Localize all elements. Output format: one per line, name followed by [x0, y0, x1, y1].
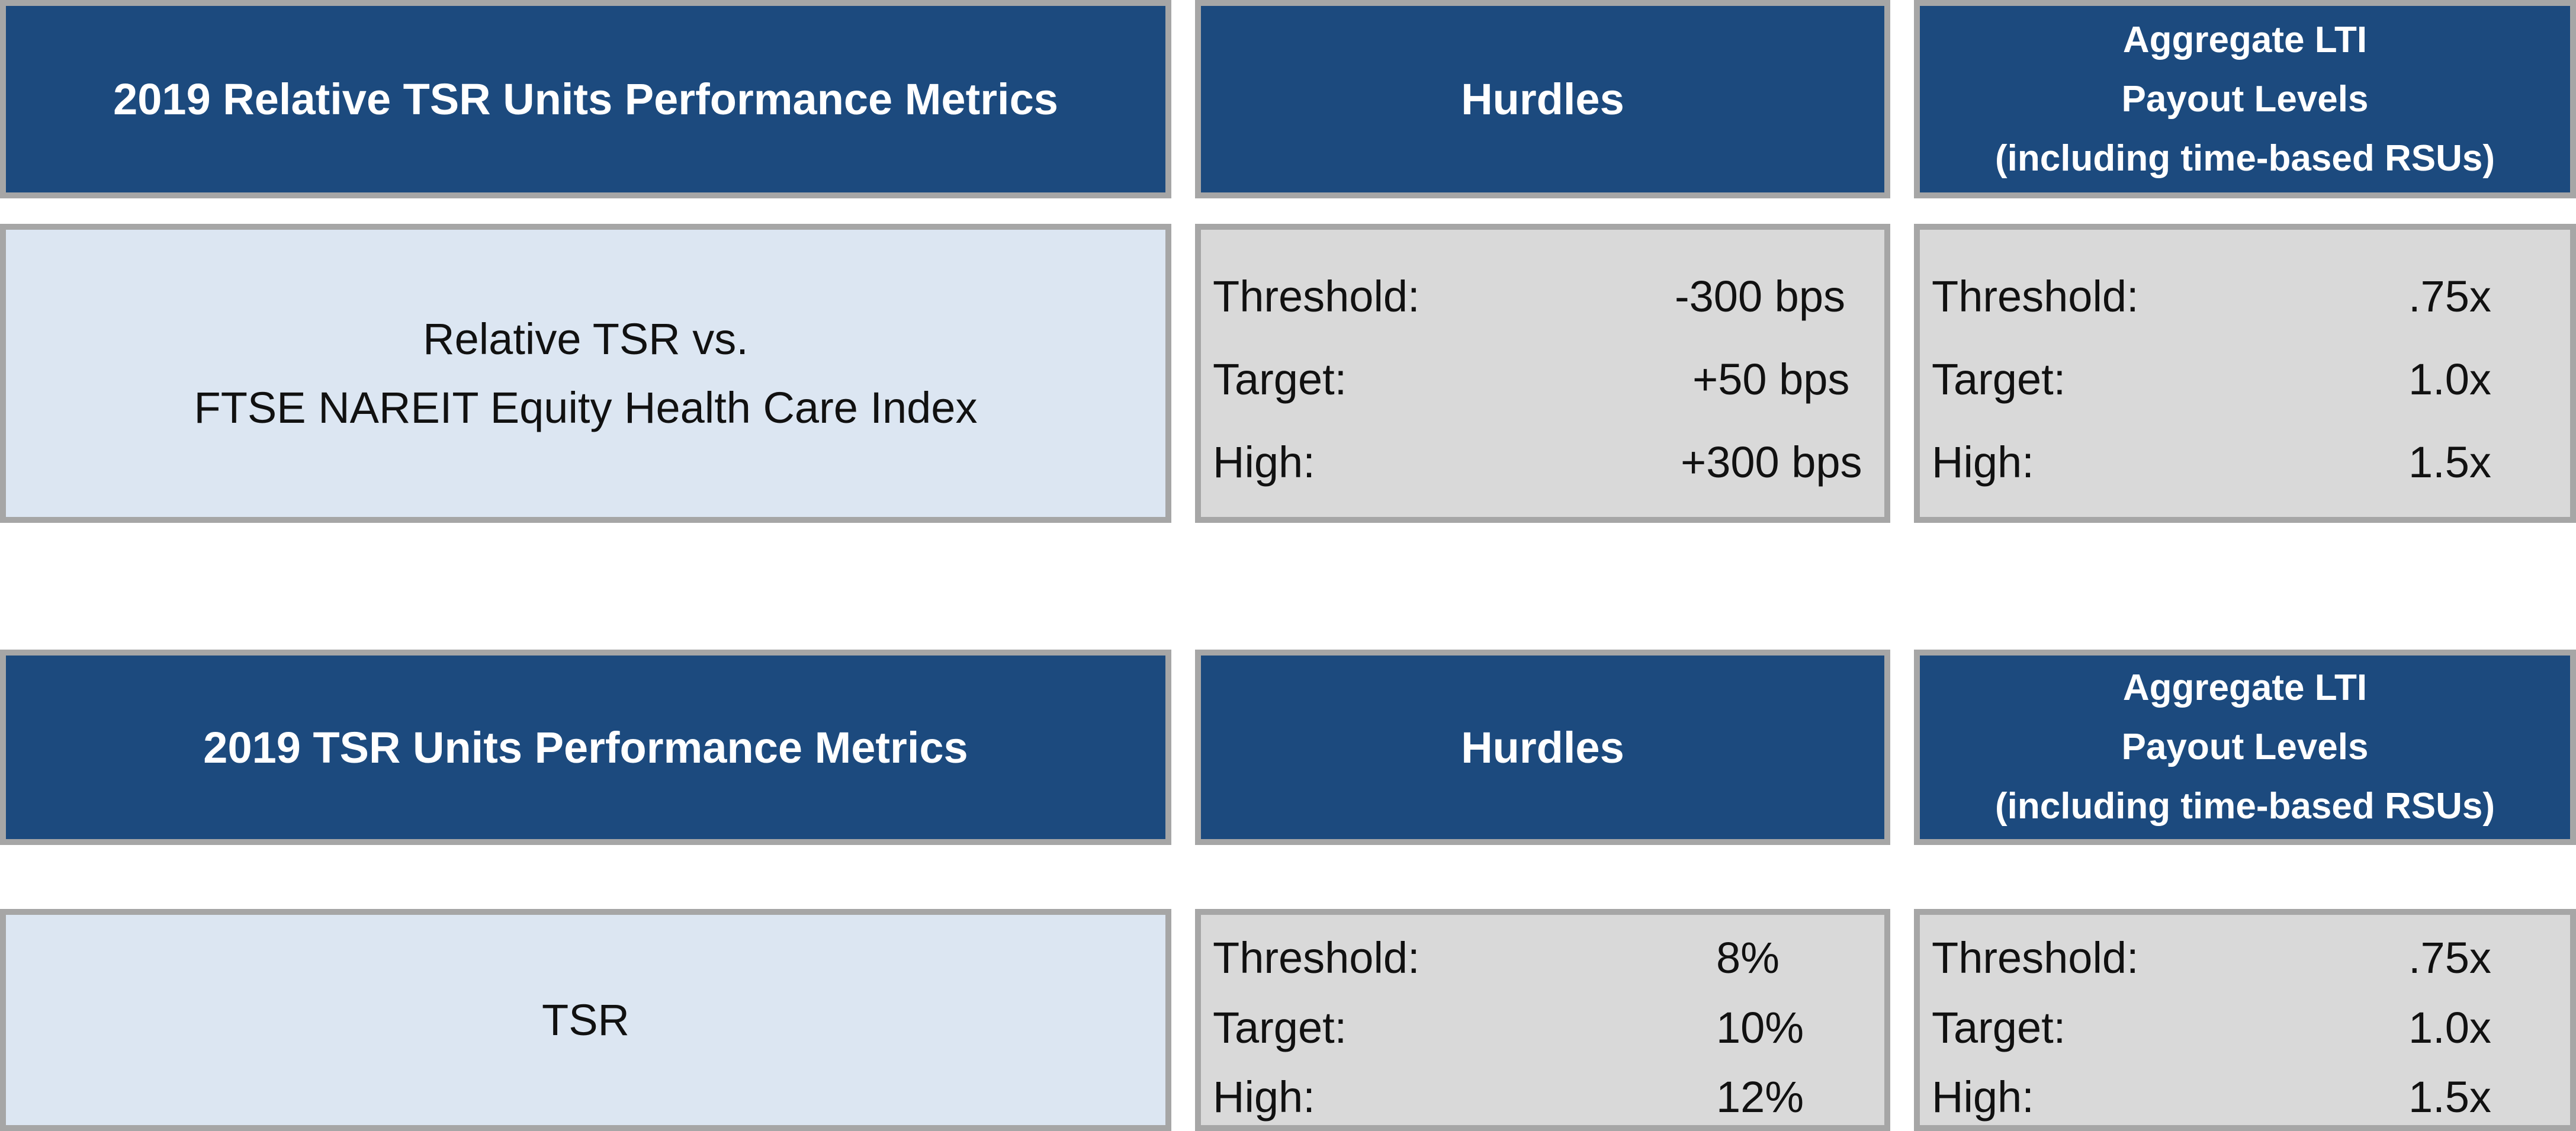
payout-value: 1.0x [2408, 1003, 2491, 1052]
payout-title: Aggregate LTI Payout Levels (including t… [1995, 658, 2495, 836]
tsr-metrics-title: 2019 TSR Units Performance Metrics [203, 722, 968, 772]
payout-title-line: (including time-based RSUs) [1995, 137, 2495, 179]
tsr-metric-cell: TSR [0, 909, 1171, 1131]
payout-title: Aggregate LTI Payout Levels (including t… [1995, 11, 2495, 188]
hurdles-title: Hurdles [1461, 722, 1624, 772]
payout-label: High: [1932, 438, 2034, 487]
hurdle-label: Target: [1213, 355, 1347, 404]
payout-label: Threshold: [1932, 933, 2139, 982]
payout-label: Threshold: [1932, 272, 2139, 321]
relative-tsr-payout-header: Aggregate LTI Payout Levels (including t… [1914, 0, 2576, 198]
relative-tsr-hurdles-header: Hurdles [1195, 0, 1890, 198]
metric-line: Relative TSR vs. [423, 314, 749, 364]
payout-value: 1.0x [2408, 355, 2491, 404]
relative-tsr-metric-cell: Relative TSR vs. FTSE NAREIT Equity Heal… [0, 224, 1171, 523]
payout-value: 1.5x [2408, 1072, 2491, 1122]
payout-value: 1.5x [2408, 438, 2491, 487]
payout-title-line: Aggregate LTI [2122, 667, 2368, 708]
payout-label: High: [1932, 1072, 2034, 1122]
hurdle-label: High: [1213, 438, 1315, 487]
hurdle-value: +300 bps [1681, 438, 1862, 487]
hurdles-title: Hurdles [1461, 75, 1624, 124]
payout-title-line: Payout Levels [2121, 727, 2369, 767]
hurdle-label: Threshold: [1213, 933, 1420, 982]
tsr-payout-header: Aggregate LTI Payout Levels (including t… [1914, 650, 2576, 845]
payout-title-line: (including time-based RSUs) [1995, 786, 2495, 827]
hurdle-label: Target: [1213, 1003, 1347, 1052]
metric-line: FTSE NAREIT Equity Health Care Index [194, 383, 978, 432]
tsr-hurdles-cell: Threshold: 8% Target: 10% High: 12% [1195, 909, 1890, 1131]
relative-tsr-metrics-header: 2019 Relative TSR Units Performance Metr… [0, 0, 1171, 198]
tsr-hurdles-header: Hurdles [1195, 650, 1890, 845]
payout-value: .75x [2408, 933, 2491, 982]
relative-tsr-payout-cell: Threshold: .75x Target: 1.0x High: 1.5x [1914, 224, 2576, 523]
hurdle-value: -300 bps [1675, 272, 1845, 321]
payout-label: Target: [1932, 1003, 2066, 1052]
tsr-metrics-header: 2019 TSR Units Performance Metrics [0, 650, 1171, 845]
tsr-payout-cell: Threshold: .75x Target: 1.0x High: 1.5x [1914, 909, 2576, 1131]
payout-value: .75x [2408, 272, 2491, 321]
hurdle-label: High: [1213, 1072, 1315, 1122]
relative-tsr-hurdles-cell: Threshold: -300 bps Target: +50 bps High… [1195, 224, 1890, 523]
relative-tsr-metrics-title: 2019 Relative TSR Units Performance Metr… [113, 75, 1058, 124]
hurdle-label: Threshold: [1213, 272, 1420, 321]
hurdle-value: 8% [1716, 933, 1780, 982]
hurdle-value: 10% [1716, 1003, 1804, 1052]
payout-label: Target: [1932, 355, 2066, 404]
hurdle-value: 12% [1716, 1072, 1804, 1122]
hurdle-value: +50 bps [1692, 355, 1850, 404]
payout-title-line: Aggregate LTI [2122, 19, 2368, 60]
payout-title-line: Payout Levels [2121, 78, 2369, 120]
metric-line: TSR [542, 995, 629, 1045]
